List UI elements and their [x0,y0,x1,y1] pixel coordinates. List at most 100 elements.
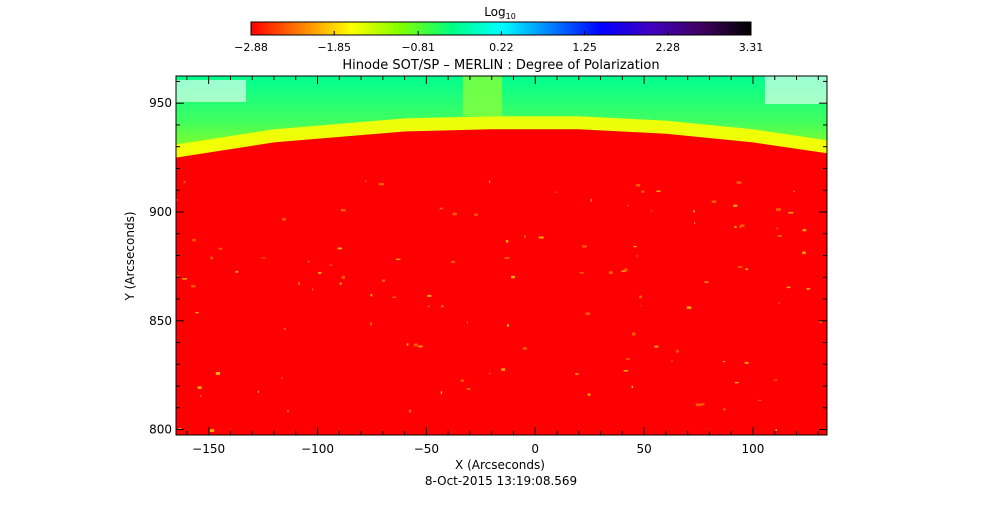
limb-band [176,116,827,158]
disk-speck [538,236,544,239]
disk-speck [460,379,465,382]
disk-speck [740,224,745,227]
disk-speck [733,204,738,207]
disk-speck [370,294,373,297]
disk-speck [396,258,401,260]
disk-speck [626,358,630,360]
disk-specks [176,180,823,432]
disk-speck [734,226,737,228]
disk-speck [210,429,215,432]
disk-speck [504,257,510,259]
disk-speck [802,229,807,232]
disk-speck [215,372,220,375]
disk-speck [806,288,811,290]
disk-speck [307,260,310,263]
disk-speck [704,281,709,283]
disk-speck [501,368,506,371]
disk-speck [365,180,367,182]
x-tick-label: −150 [192,442,225,456]
disk-speck [736,181,742,184]
disk-speck [635,184,641,187]
disk-speck [441,305,444,308]
x-tick-label: 0 [531,442,539,456]
disk-speck [329,264,333,266]
disk-speck [631,385,634,388]
colorbar-tick-label: −1.85 [317,41,351,54]
disk-speck [671,360,673,363]
colorbar-label: Log10 [484,5,516,21]
solar-disk [176,129,827,435]
disk-speck [579,272,584,274]
vertical-band [463,76,502,116]
disk-speck [776,208,781,211]
disk-speck [639,295,642,299]
disk-speck [287,410,290,413]
disk-speck [200,395,202,397]
disk-speck [636,254,638,258]
disk-speck [745,268,748,271]
disk-speck [734,382,739,384]
disk-speck [585,312,590,315]
disk-speck [633,246,637,248]
disk-speck [439,207,443,210]
disk-speck [554,191,557,193]
colorbar-tick-label: −2.88 [234,41,268,54]
disk-speck [775,429,777,431]
disk-speck [650,209,652,212]
disk-speck [507,324,509,327]
disk-speck [744,361,749,364]
disk-speck [418,345,423,348]
disk-speck [378,183,384,186]
disk-speck [381,279,386,282]
disk-speck [739,226,742,229]
x-tick-label: −100 [301,442,334,456]
disk-speck [676,349,679,353]
disk-speck [392,296,396,298]
colorbar-tick-label: 1.25 [572,41,597,54]
disk-speck [686,306,692,309]
disk-speck [640,304,642,307]
disk-speck [261,257,266,259]
disk-speck [699,403,705,406]
disk-speck [466,321,468,324]
disk-speck [522,347,527,350]
disk-speck [582,245,587,248]
disk-speck [451,261,456,263]
disk-speck [408,409,412,413]
disk-speck [758,399,762,401]
disk-speck [621,270,626,272]
y-tick-label: 800 [149,423,172,437]
disk-speck [178,428,182,430]
disk-speck [489,372,491,374]
noise-patch-left [176,80,246,102]
disk-speck [711,200,717,203]
disk-speck [654,345,659,348]
y-tick-label: 900 [149,205,172,219]
disk-speck [511,275,515,279]
disk-speck [339,282,342,285]
disk-speck [590,198,592,202]
y-axis: 800 850 900 950 [149,80,827,437]
disk-speck [777,235,782,237]
disk-speck [624,268,628,272]
disk-speck [369,322,372,326]
disk-speck [786,286,791,289]
disk-speck [191,285,196,288]
disk-speck [182,278,187,280]
y-tick-label: 850 [149,314,172,328]
disk-speck [695,403,701,407]
disk-speck [427,294,432,297]
timestamp: 8-Oct-2015 13:19:08.569 [425,474,577,488]
disk-speck [183,181,186,184]
disk-speck [693,210,695,213]
disk-speck [474,213,478,216]
disk-speck [340,209,346,212]
disk-speck [773,379,778,381]
colorbar-tick-label: 0.22 [489,41,514,54]
disk-speck [177,275,179,278]
x-axis-label: X (Arcseconds) [455,458,545,472]
disk-speck [452,212,457,216]
disk-speck [235,270,239,273]
disk-speck [257,390,259,393]
disk-speck [793,190,795,192]
